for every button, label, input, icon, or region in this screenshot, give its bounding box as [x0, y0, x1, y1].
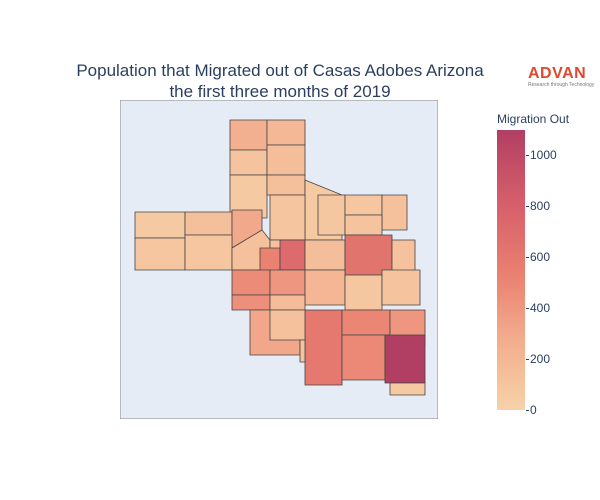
- region-22[interactable]: [344, 214, 383, 236]
- colorbar-tick-mark: [526, 155, 529, 157]
- colorbar-tick-mark: [526, 206, 529, 208]
- choropleth-map[interactable]: [120, 100, 438, 419]
- region-10[interactable]: [134, 237, 186, 271]
- region-9[interactable]: [134, 211, 186, 239]
- region-40[interactable]: [299, 339, 306, 363]
- region-13[interactable]: [184, 234, 233, 271]
- region-3[interactable]: [266, 119, 306, 146]
- region-19[interactable]: [317, 194, 346, 236]
- region-20[interactable]: [344, 194, 383, 216]
- region-17[interactable]: [279, 239, 306, 271]
- region-2[interactable]: [229, 149, 268, 176]
- census-tract-regions[interactable]: [134, 119, 426, 396]
- region-1[interactable]: [229, 119, 268, 151]
- region-30[interactable]: [231, 294, 271, 311]
- region-6[interactable]: [266, 174, 306, 196]
- region-33[interactable]: [304, 309, 343, 386]
- chart-title-line-1: Population that Migrated out of Casas Ad…: [76, 61, 484, 80]
- advan-logo: ADVAN Research through Technology: [528, 66, 594, 92]
- region-8[interactable]: [269, 194, 306, 241]
- colorbar-tick-mark: [526, 359, 529, 361]
- region-21[interactable]: [381, 194, 408, 231]
- region-23[interactable]: [344, 234, 393, 276]
- region-25[interactable]: [231, 269, 271, 296]
- logo-tagline: Research through Technology: [528, 82, 595, 88]
- region-4[interactable]: [266, 144, 306, 176]
- colorbar-ticks: 0 200 400 600 800 1000: [526, 130, 586, 420]
- colorbar-tick-label: 1000: [530, 148, 557, 163]
- chart-title-line-2: the first three months of 2019: [169, 82, 391, 101]
- chart-title: Population that Migrated out of Casas Ad…: [20, 60, 540, 102]
- logo-wordmark: ADVAN: [528, 65, 587, 82]
- region-11[interactable]: [184, 211, 233, 236]
- region-27[interactable]: [304, 269, 346, 306]
- region-36[interactable]: [341, 334, 386, 381]
- region-18[interactable]: [304, 239, 346, 271]
- region-28[interactable]: [344, 274, 383, 311]
- region-37[interactable]: [384, 334, 426, 384]
- colorbar-tick-label: 200: [530, 352, 551, 367]
- region-31[interactable]: [269, 294, 306, 311]
- colorbar-tick-label: 600: [530, 250, 551, 265]
- region-29[interactable]: [381, 269, 421, 306]
- colorbar-tick-label: 0: [530, 403, 537, 417]
- colorbar-tick-mark: [526, 257, 529, 259]
- colorbar-tick-mark: [526, 410, 529, 411]
- colorbar-title: Migration Out: [497, 112, 570, 126]
- region-38[interactable]: [389, 382, 426, 396]
- region-39[interactable]: [269, 309, 306, 341]
- region-26[interactable]: [269, 269, 306, 296]
- colorbar-tick-label: 400: [530, 301, 551, 316]
- colorbar-gradient: [497, 130, 525, 410]
- region-5[interactable]: [229, 174, 268, 219]
- colorbar-tick-label: 800: [530, 199, 551, 214]
- region-34[interactable]: [341, 309, 391, 336]
- colorbar-tick-mark: [526, 308, 529, 310]
